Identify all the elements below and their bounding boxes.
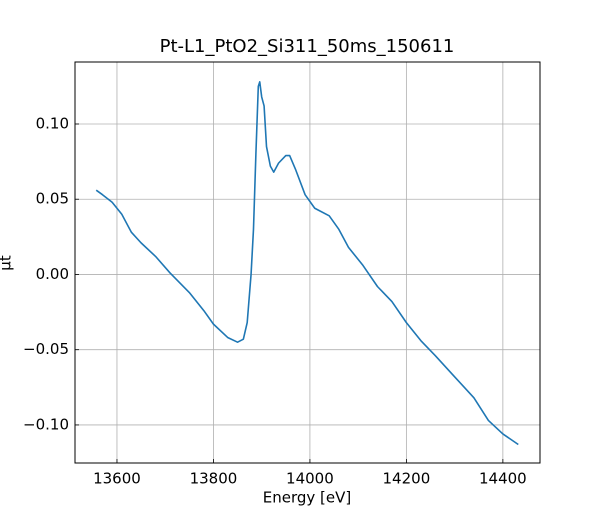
x-tick-label: 13600 — [93, 470, 141, 488]
y-tick-label: −0.05 — [23, 340, 69, 358]
y-axis-label: μt — [0, 255, 15, 271]
y-tick-label: 0.05 — [36, 190, 69, 208]
x-tick-label: 14000 — [286, 470, 334, 488]
x-tick-label: 14200 — [383, 470, 431, 488]
y-tick-label: −0.10 — [23, 415, 69, 433]
x-tick-label: 13800 — [190, 470, 238, 488]
x-axis-label: Energy [eV] — [263, 489, 351, 507]
x-tick-label: 14400 — [479, 470, 527, 488]
plot-frame — [74, 61, 541, 464]
y-tick-label: 0.00 — [36, 265, 69, 283]
data-line — [95, 81, 519, 446]
chart-title: Pt-L1_PtO2_Si311_50ms_150611 — [160, 36, 455, 57]
y-tick-label: 0.10 — [36, 114, 69, 132]
